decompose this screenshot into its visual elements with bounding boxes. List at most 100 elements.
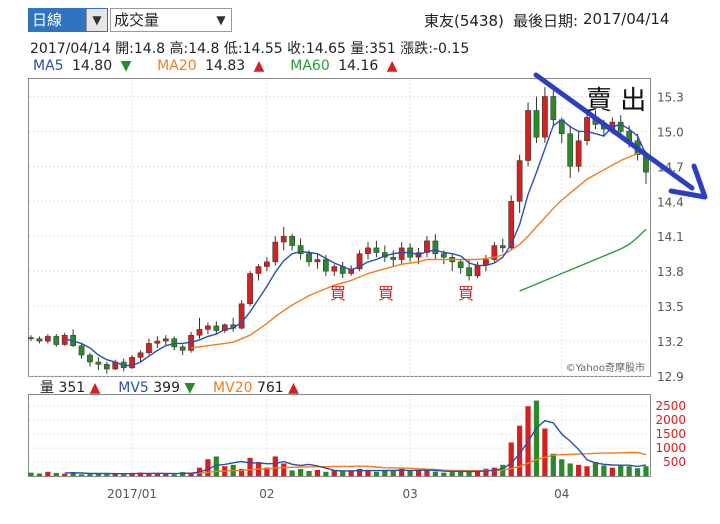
volume-bar <box>53 472 59 476</box>
volume-legend: 量 351 ▲ MV5 399 ▼ MV20 761 ▲ <box>40 377 299 397</box>
volume-bar <box>239 469 245 476</box>
volume-tick-label: 2000 <box>655 413 686 427</box>
quote-high-label: 高: <box>169 41 189 57</box>
quote-volume: 351 <box>369 41 396 57</box>
candle <box>550 90 557 126</box>
candle-body <box>137 352 144 358</box>
volume-bar <box>618 464 624 476</box>
candle-body <box>575 140 582 167</box>
chevron-down-icon[interactable]: ▼ <box>86 9 107 31</box>
x-tick-label: 04 <box>554 487 569 501</box>
candle-body <box>331 266 338 272</box>
volume-bar <box>112 472 118 476</box>
price-tick-label: 13.5 <box>657 300 684 314</box>
period-select[interactable]: 日線 ▼ <box>28 8 108 32</box>
candle <box>36 336 43 344</box>
candle-body <box>297 245 304 254</box>
volume-bar <box>390 470 396 476</box>
candle-body <box>542 96 548 138</box>
candle <box>146 338 152 356</box>
candle <box>617 115 624 137</box>
volume-bar <box>137 472 144 476</box>
candle-body <box>314 259 321 263</box>
candle <box>365 242 371 260</box>
candle <box>230 317 237 332</box>
volume-bar <box>634 468 641 476</box>
volume-legend-item: 量 351 ▲ <box>40 380 101 396</box>
candle <box>424 236 430 258</box>
volume-bar <box>70 472 76 476</box>
watermark: ©Yahoo奇摩股市 <box>566 361 645 374</box>
candle-body <box>424 240 430 253</box>
period-select-value: 日線 <box>32 11 63 29</box>
chevron-down-icon[interactable]: ▼ <box>216 13 226 27</box>
candle-body <box>567 133 574 167</box>
x-tick-label: 03 <box>402 487 417 501</box>
candle <box>255 264 262 281</box>
candle-body <box>466 267 472 277</box>
volume-bar <box>36 473 43 476</box>
candle <box>483 254 489 272</box>
volume-panel-frame <box>28 394 651 477</box>
volume-bar <box>104 473 110 476</box>
candle <box>491 242 498 262</box>
buy-label: 買 <box>458 284 474 303</box>
volume-bar <box>567 463 573 476</box>
volume-bar <box>171 474 177 476</box>
last-date: 2017/04/14 <box>583 10 670 28</box>
quote-open: 14.8 <box>133 41 166 57</box>
candle <box>584 113 590 146</box>
volume-bar <box>441 472 447 476</box>
candle <box>205 322 211 335</box>
quote-low-label: 低: <box>223 41 243 57</box>
candle <box>390 250 397 267</box>
quote-open-label: 開: <box>115 41 134 57</box>
volume-bar <box>533 400 540 476</box>
price-tick-label: 13.2 <box>657 335 684 349</box>
candle-body <box>205 325 211 330</box>
candle-body <box>356 253 363 270</box>
volume-bar <box>154 473 160 476</box>
quote-volume-label: 量: <box>350 41 370 57</box>
buy-label: 買 <box>330 284 346 303</box>
candle-body <box>373 247 380 253</box>
sell-arrow-shaft <box>533 72 695 191</box>
candle <box>221 323 228 333</box>
volume-bar <box>247 457 253 476</box>
candle-body <box>550 96 557 121</box>
candle <box>264 257 270 272</box>
quote-high: 14.8 <box>188 41 220 57</box>
candle <box>356 250 363 272</box>
candle <box>280 226 287 251</box>
candle-body <box>221 324 228 331</box>
volume-bar <box>508 442 514 476</box>
candle <box>70 329 76 347</box>
volume-bar <box>297 469 304 476</box>
quote-close-label: 收: <box>287 41 306 57</box>
volume-bar <box>609 467 615 476</box>
indicator-select-value: 成交量 <box>114 11 160 29</box>
volume-bar <box>483 468 489 476</box>
price-tick-label: 14.4 <box>657 195 684 209</box>
candle-body <box>179 346 186 351</box>
volume-bar <box>584 466 590 476</box>
volume-bar <box>213 456 219 476</box>
volume-bar <box>415 470 422 476</box>
ma20-legend: MA20 14.83 ▲ <box>157 58 265 74</box>
volume-bar <box>121 474 127 476</box>
quote-change-label: 漲跌: <box>400 41 433 57</box>
candle-body <box>255 266 262 274</box>
indicator-select[interactable]: 成交量 ▼ <box>110 8 232 32</box>
volume-bar <box>432 471 438 476</box>
candle <box>154 336 161 349</box>
volume-bar <box>264 467 270 476</box>
ma5-legend: MA5 14.80 ▼ <box>33 58 132 74</box>
candle <box>499 238 506 253</box>
candle-body <box>323 259 329 272</box>
candle <box>137 350 144 363</box>
volume-tick-label: 2500 <box>655 399 686 413</box>
candle-body <box>272 241 279 263</box>
volume-bar <box>365 469 371 476</box>
candle-body <box>87 354 93 363</box>
